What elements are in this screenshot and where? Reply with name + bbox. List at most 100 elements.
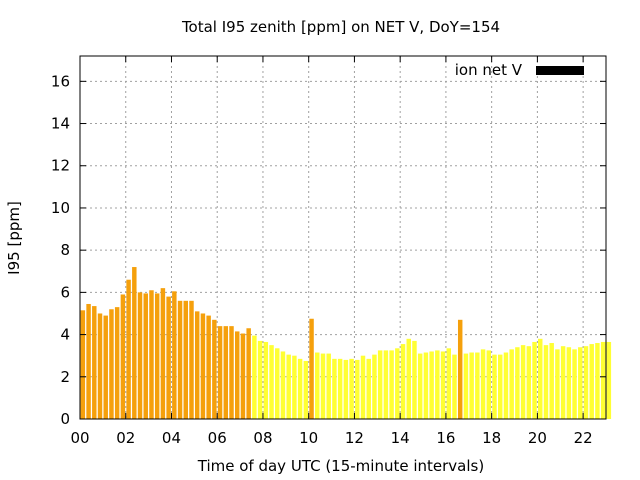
bar [503, 352, 509, 419]
y-axis-label: I95 [ppm] [5, 201, 23, 275]
bar [240, 333, 246, 419]
bar [435, 350, 440, 419]
bar [583, 346, 589, 419]
bar [200, 313, 206, 419]
bar [457, 319, 463, 419]
bar [343, 359, 349, 419]
bar [315, 352, 320, 419]
bar [549, 343, 554, 419]
bar [303, 360, 309, 419]
bar [366, 358, 371, 419]
bar [526, 346, 532, 419]
bar [406, 338, 411, 419]
bar [538, 338, 543, 419]
bar [275, 348, 280, 419]
bar [92, 306, 97, 419]
y-tick-label: 6 [60, 283, 70, 301]
y-tick-label: 0 [60, 410, 70, 428]
x-tick-label: 00 [70, 429, 89, 447]
bar [183, 300, 189, 419]
x-tick-label: 14 [391, 429, 410, 447]
bar [486, 350, 492, 419]
bar [292, 355, 297, 419]
bar [555, 349, 560, 419]
x-tick-label: 10 [299, 429, 318, 447]
bar [177, 300, 183, 419]
bar [566, 347, 572, 419]
bar [149, 290, 154, 419]
bar [103, 315, 108, 419]
y-tick-label: 4 [60, 326, 70, 344]
bar [126, 279, 131, 419]
x-tick-label: 08 [253, 429, 272, 447]
bar [497, 354, 503, 419]
bar [206, 315, 211, 419]
bar [578, 347, 583, 419]
bar [515, 347, 520, 419]
bar [132, 267, 137, 419]
bar [395, 348, 400, 419]
bar [475, 352, 480, 419]
ticks [79, 56, 606, 420]
bar [297, 358, 303, 419]
bar [400, 344, 406, 419]
bar [217, 326, 223, 419]
bar [606, 341, 612, 419]
bar [389, 350, 394, 419]
x-tick-label: 20 [528, 429, 547, 447]
bar [355, 359, 360, 419]
x-tick-label: 16 [436, 429, 455, 447]
legend-swatch [536, 66, 584, 75]
bar [320, 353, 326, 419]
bar [452, 354, 457, 419]
bar [80, 310, 86, 419]
bar [589, 344, 594, 419]
bar [189, 300, 194, 419]
bars [80, 267, 612, 419]
bar [194, 311, 200, 419]
bar [97, 313, 103, 419]
bar [595, 343, 600, 419]
legend-label: ion net V [455, 61, 523, 79]
bar [114, 307, 120, 419]
bar [532, 341, 537, 419]
bar [172, 291, 177, 419]
y-tick-label: 2 [60, 368, 70, 386]
bar [332, 358, 337, 419]
bar [349, 358, 354, 419]
x-tick-label: 12 [345, 429, 364, 447]
bar [543, 345, 549, 419]
bar [229, 326, 234, 419]
plot-frame [79, 55, 607, 420]
bar [463, 353, 469, 419]
bar [143, 293, 148, 419]
bar [160, 288, 166, 419]
bar [600, 341, 606, 419]
x-tick-label: 04 [162, 429, 181, 447]
bar [372, 354, 377, 419]
y-tick-label: 8 [60, 241, 70, 259]
x-tick-label: 02 [116, 429, 135, 447]
bar [326, 353, 331, 419]
bar [166, 296, 171, 419]
bar [246, 328, 251, 419]
x-tick-label: 22 [574, 429, 593, 447]
bar [137, 292, 143, 419]
bar [286, 354, 291, 419]
bar [417, 353, 423, 419]
x-tick-label: 18 [482, 429, 501, 447]
bar [412, 340, 417, 419]
bar [263, 341, 269, 419]
bar [257, 340, 263, 419]
bar [337, 358, 343, 419]
y-tick-label: 16 [51, 72, 70, 90]
bar [492, 354, 497, 419]
bar [446, 348, 452, 419]
bar [509, 349, 514, 419]
bar [469, 352, 474, 419]
bar [212, 319, 217, 419]
bar [234, 331, 240, 419]
bar [360, 355, 366, 419]
